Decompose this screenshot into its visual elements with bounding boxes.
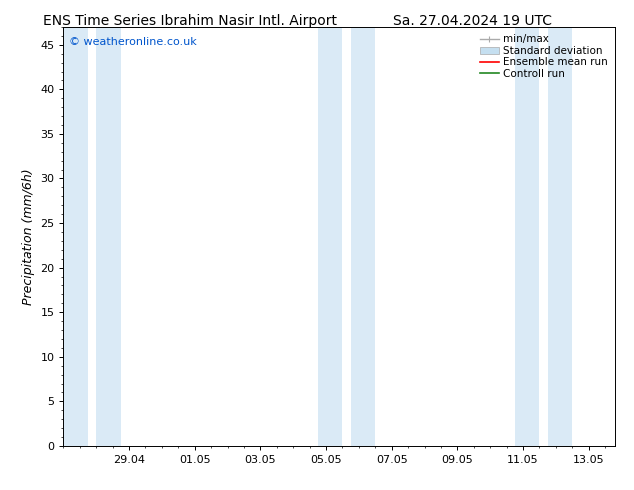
Text: © weatheronline.co.uk: © weatheronline.co.uk	[69, 37, 197, 48]
Y-axis label: Precipitation (mm/6h): Precipitation (mm/6h)	[22, 168, 35, 305]
Bar	[548, 27, 573, 446]
Bar	[96, 27, 121, 446]
Bar	[351, 27, 375, 446]
Legend: min/max, Standard deviation, Ensemble mean run, Controll run: min/max, Standard deviation, Ensemble me…	[478, 32, 610, 81]
Text: ENS Time Series Ibrahim Nasir Intl. Airport: ENS Time Series Ibrahim Nasir Intl. Airp…	[43, 14, 337, 28]
Bar	[63, 27, 88, 446]
Bar	[515, 27, 540, 446]
Text: Sa. 27.04.2024 19 UTC: Sa. 27.04.2024 19 UTC	[393, 14, 552, 28]
Bar	[318, 27, 342, 446]
